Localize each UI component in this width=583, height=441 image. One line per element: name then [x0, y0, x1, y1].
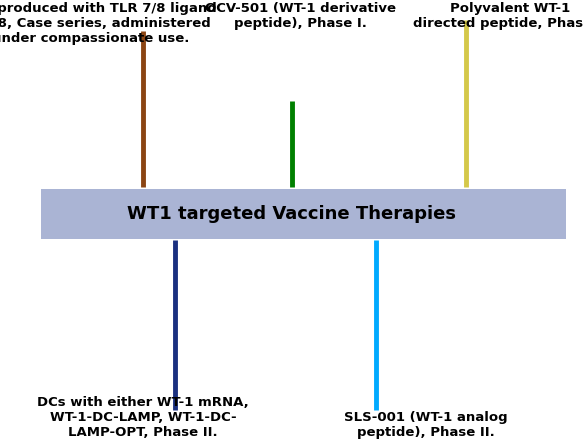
Text: SLS-001 (WT-1 analog
peptide), Phase II.: SLS-001 (WT-1 analog peptide), Phase II. — [344, 411, 507, 439]
Text: WT1 targeted Vaccine Therapies: WT1 targeted Vaccine Therapies — [127, 205, 456, 223]
Text: DCs with either WT-1 mRNA,
WT-1-DC-LAMP, WT-1-DC-
LAMP-OPT, Phase II.: DCs with either WT-1 mRNA, WT-1-DC-LAMP,… — [37, 396, 249, 439]
Text: Polyvalent WT-1
directed peptide, Phase I.: Polyvalent WT-1 directed peptide, Phase … — [413, 2, 583, 30]
Text: OCV-501 (WT-1 derivative
peptide), Phase I.: OCV-501 (WT-1 derivative peptide), Phase… — [205, 2, 396, 30]
Text: DCs produced with TLR 7/8 ligand
R848, Case series, administered
under compassio: DCs produced with TLR 7/8 ligand R848, C… — [0, 2, 217, 45]
FancyBboxPatch shape — [41, 189, 566, 239]
